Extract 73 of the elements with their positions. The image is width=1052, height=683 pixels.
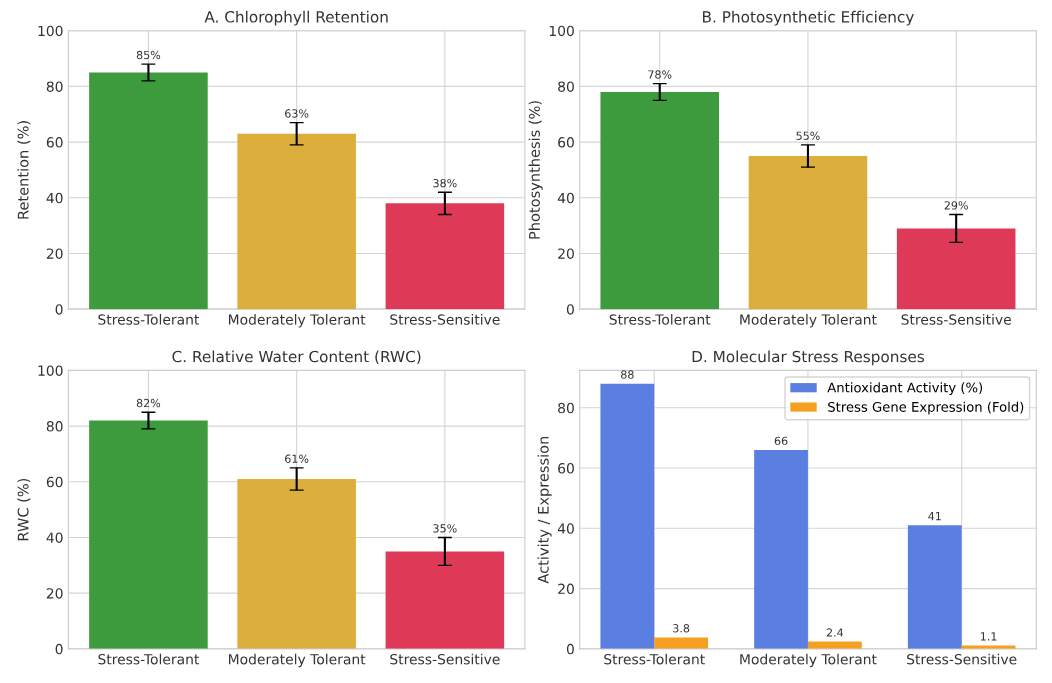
- y-tick-label: 60: [558, 463, 574, 474]
- data-label: 55%: [796, 131, 820, 140]
- data-label: 29%: [944, 201, 968, 210]
- data-label: 85%: [136, 50, 161, 60]
- y-axis-title: RWC (%): [17, 478, 31, 541]
- x-tick-label: Moderately Tolerant: [228, 314, 366, 328]
- y-axis-title: Retention (%): [17, 121, 31, 219]
- bar: [600, 91, 720, 310]
- x-tick-label: Stress-Tolerant: [609, 314, 711, 325]
- bar: [89, 420, 208, 649]
- x-tick-label: Stress-Tolerant: [98, 653, 200, 665]
- y-tick-label: 20: [46, 588, 63, 599]
- bar: [748, 156, 868, 310]
- x-tick-label: Stress-Tolerant: [98, 314, 200, 325]
- data-label: 82%: [136, 398, 161, 408]
- y-tick-label: 100: [38, 25, 63, 37]
- y-tick-label: 80: [558, 81, 574, 92]
- data-label: 78%: [648, 70, 672, 79]
- bar: [754, 449, 808, 649]
- y-tick-label: 40: [46, 192, 63, 204]
- chart-title: B. Photosynthetic Efficiency: [703, 10, 914, 26]
- bar: [89, 72, 208, 310]
- y-tick-label: 40: [557, 523, 574, 534]
- bar: [237, 133, 356, 310]
- y-tick-label: 100: [549, 25, 574, 37]
- legend-label: Antioxidant Activity (%): [827, 382, 983, 396]
- y-tick-label: 80: [46, 421, 63, 432]
- y-tick-label: 0: [566, 643, 574, 655]
- y-tick-label: 20: [558, 248, 574, 259]
- chart-title: A. Chlorophyll Retention: [204, 10, 388, 26]
- data-label: 63%: [285, 109, 309, 118]
- data-label: 88: [621, 370, 634, 379]
- data-label: 61%: [285, 454, 309, 463]
- x-tick-label: Moderately Tolerant: [740, 314, 877, 328]
- y-axis-title: Photosynthesis (%): [528, 101, 543, 239]
- y-tick-label: 40: [46, 532, 63, 543]
- data-label: 35%: [433, 524, 457, 533]
- x-tick-label: Stress-Sensitive: [390, 314, 500, 325]
- x-tick-label: Moderately Tolerant: [228, 653, 366, 668]
- x-tick-label: Moderately Tolerant: [740, 653, 877, 668]
- y-tick-label: 20: [558, 583, 574, 595]
- y-tick-label: 60: [558, 137, 574, 148]
- legend-label: Stress Gene Expression (Fold): [828, 401, 1024, 415]
- y-tick-label: 60: [46, 476, 63, 488]
- x-tick-label: Stress-Sensitive: [390, 653, 500, 665]
- data-label: 38%: [433, 178, 457, 188]
- x-tick-label: Stress-Sensitive: [907, 653, 1017, 665]
- y-tick-label: 40: [557, 192, 574, 204]
- bar: [385, 203, 505, 310]
- data-label: 41: [928, 512, 941, 521]
- bar: [907, 525, 962, 649]
- y-tick-label: 20: [46, 248, 63, 259]
- y-tick-label: 0: [566, 304, 574, 315]
- y-tick-label: 60: [46, 137, 63, 148]
- data-label: 66: [774, 436, 788, 446]
- bar: [600, 383, 655, 649]
- y-tick-label: 0: [55, 643, 63, 655]
- bar: [654, 637, 709, 649]
- bar: [896, 228, 1016, 310]
- y-tick-label: 0: [55, 304, 63, 315]
- chart-title: C. Relative Water Content (RWC): [172, 350, 421, 365]
- x-tick-label: Stress-Sensitive: [901, 314, 1011, 325]
- data-label: 3.8: [673, 624, 690, 633]
- data-label: 1.1: [980, 632, 997, 641]
- chart-title: D. Molecular Stress Responses: [692, 350, 925, 366]
- bar: [237, 479, 356, 649]
- bar: [385, 551, 505, 649]
- x-tick-label: Stress-Tolerant: [604, 653, 705, 665]
- data-label: 2.4: [826, 628, 844, 637]
- y-tick-label: 80: [558, 402, 574, 414]
- y-axis-title: Activity / Expression: [537, 436, 552, 584]
- y-tick-label: 80: [46, 81, 63, 92]
- y-tick-label: 100: [38, 365, 63, 376]
